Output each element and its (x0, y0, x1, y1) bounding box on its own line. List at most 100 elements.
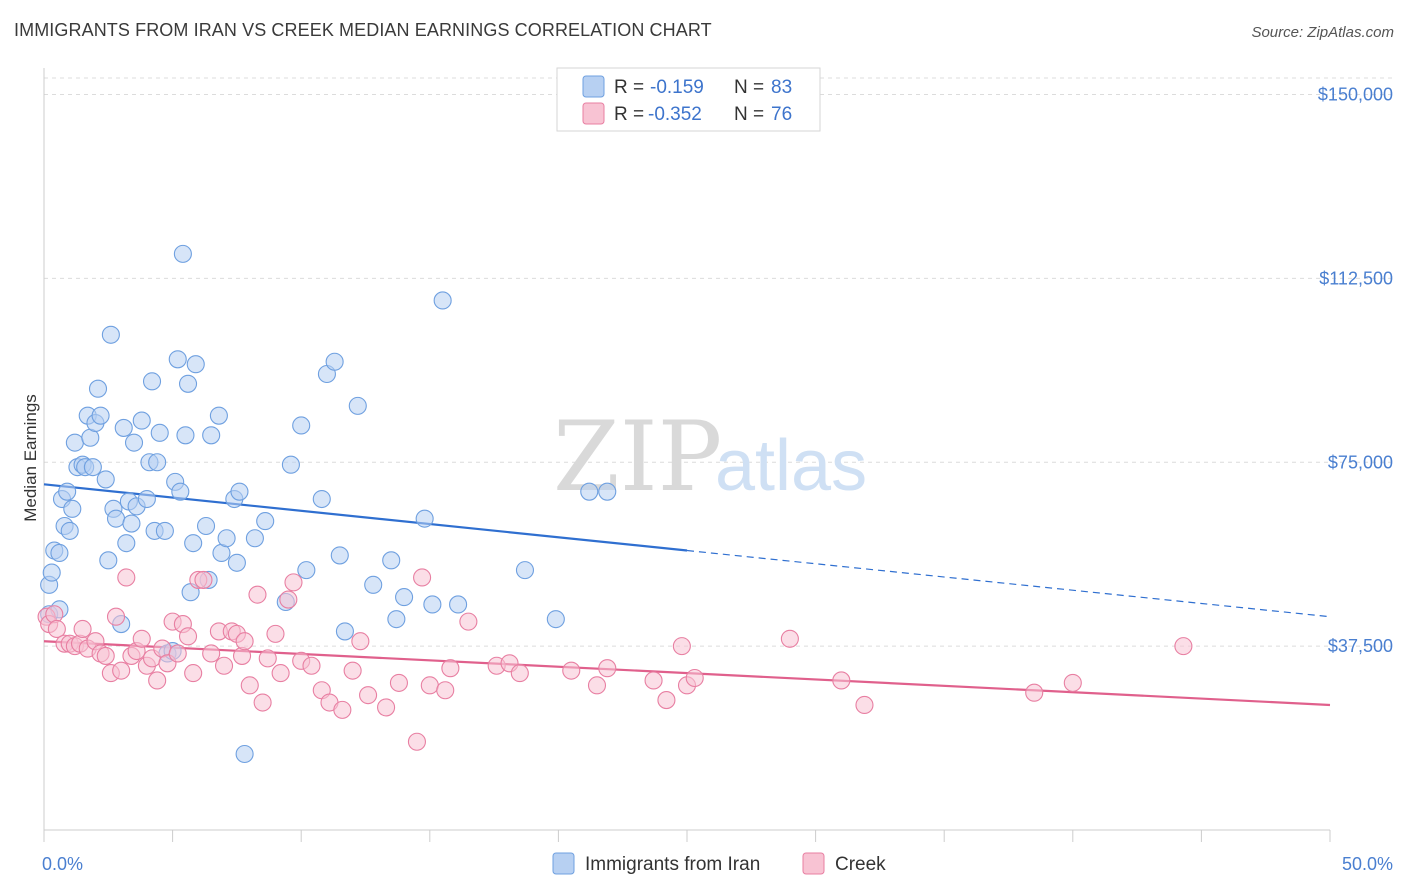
data-point (148, 453, 167, 472)
watermark: ZIP atlas (553, 401, 867, 513)
data-point (587, 676, 607, 695)
data-point (510, 664, 529, 683)
data-point (240, 676, 259, 695)
watermark-zip: ZIP (553, 401, 722, 513)
gridlines (44, 77, 1395, 647)
data-point (672, 637, 691, 656)
data-point (168, 644, 187, 663)
data-point (292, 416, 311, 435)
data-point (45, 605, 64, 624)
data-point (106, 509, 126, 528)
legend: R = -0.159 N = 83 R = -0.352 N = 76 (556, 67, 821, 132)
data-point (325, 352, 344, 371)
y-tick-label: $150,000 (1318, 85, 1393, 105)
data-point (214, 656, 234, 675)
y-tick-labels: $37,500 $75,000 $112,500 $150,000 (1318, 85, 1393, 657)
data-point (202, 426, 221, 445)
data-point (235, 632, 254, 651)
y-tick-label: $112,500 (1319, 268, 1393, 288)
data-point (73, 619, 92, 639)
data-point (50, 543, 69, 563)
x-tick-label-left: 0.0% (42, 854, 83, 874)
legend-r-label-1: R = (614, 77, 644, 98)
data-point (855, 695, 874, 715)
legend-swatch-iran (582, 75, 605, 98)
data-point (335, 622, 354, 641)
data-point (253, 693, 272, 712)
data-point (173, 244, 192, 263)
data-point (227, 553, 246, 572)
data-point (248, 585, 267, 604)
data-point (232, 646, 252, 665)
data-point (148, 671, 167, 690)
data-point (65, 433, 84, 452)
data-point (132, 629, 151, 648)
data-point (58, 482, 77, 501)
data-point (359, 686, 378, 705)
data-point (194, 570, 213, 589)
data-point (1025, 683, 1044, 702)
trend-line-creek (43, 640, 1331, 707)
legend-swatch-creek (582, 102, 605, 125)
data-point (546, 610, 565, 629)
data-point (112, 661, 131, 680)
x-tick-label-right: 50.0% (1342, 854, 1393, 874)
data-point (202, 644, 221, 663)
data-point (47, 619, 66, 639)
data-point (330, 546, 349, 565)
data-point (395, 588, 414, 607)
y-tick-label: $75,000 (1328, 452, 1393, 472)
data-point (441, 659, 460, 678)
watermark-atlas: atlas (715, 426, 867, 506)
data-point (256, 512, 275, 531)
axes (43, 68, 1331, 842)
data-point (114, 418, 133, 437)
data-point (407, 732, 426, 751)
trend-line-iran-extension (686, 549, 1331, 618)
data-point (284, 573, 303, 592)
data-point (598, 482, 617, 501)
data-point (99, 551, 118, 570)
data-point (297, 561, 316, 580)
data-point (63, 499, 82, 518)
data-point (279, 590, 298, 609)
data-point (433, 291, 452, 310)
data-point (377, 698, 396, 717)
data-point (155, 521, 174, 540)
data-point (562, 661, 581, 680)
data-point (235, 744, 254, 764)
legend-r-value-1: -0.159 (650, 77, 704, 98)
data-point (459, 612, 478, 631)
data-point (420, 676, 439, 695)
legend-n-label-1: N = (734, 77, 764, 98)
data-point (348, 396, 367, 415)
y-tick-label: $37,500 (1328, 636, 1393, 656)
data-point (176, 426, 195, 445)
data-point (150, 423, 169, 442)
chart-source: Source: ZipAtlas.com (1251, 24, 1394, 41)
chart-title: IMMIGRANTS FROM IRAN VS CREEK MEDIAN EAR… (14, 20, 712, 40)
data-point (171, 482, 190, 501)
data-point (117, 534, 136, 553)
bottom-legend-swatch-creek (802, 852, 825, 875)
data-point (302, 656, 321, 675)
legend-r-value-2: -0.352 (648, 104, 702, 125)
points-series-2 (37, 568, 1193, 751)
data-point (101, 325, 120, 344)
data-point (644, 671, 663, 690)
legend-r-label-2: R = (614, 104, 644, 125)
data-point (389, 673, 408, 692)
data-point (364, 575, 383, 594)
data-point (122, 514, 141, 533)
y-axis-label: Median Earnings (21, 394, 40, 522)
trend-lines (43, 483, 1331, 707)
data-point (281, 455, 300, 474)
data-point (515, 561, 535, 580)
data-point (580, 482, 599, 501)
data-point (168, 350, 187, 369)
bottom-legend: Immigrants from Iran Creek (552, 852, 886, 875)
data-point (382, 551, 401, 570)
data-point (178, 627, 198, 646)
bottom-legend-label-creek: Creek (835, 854, 886, 875)
data-point (142, 372, 162, 391)
